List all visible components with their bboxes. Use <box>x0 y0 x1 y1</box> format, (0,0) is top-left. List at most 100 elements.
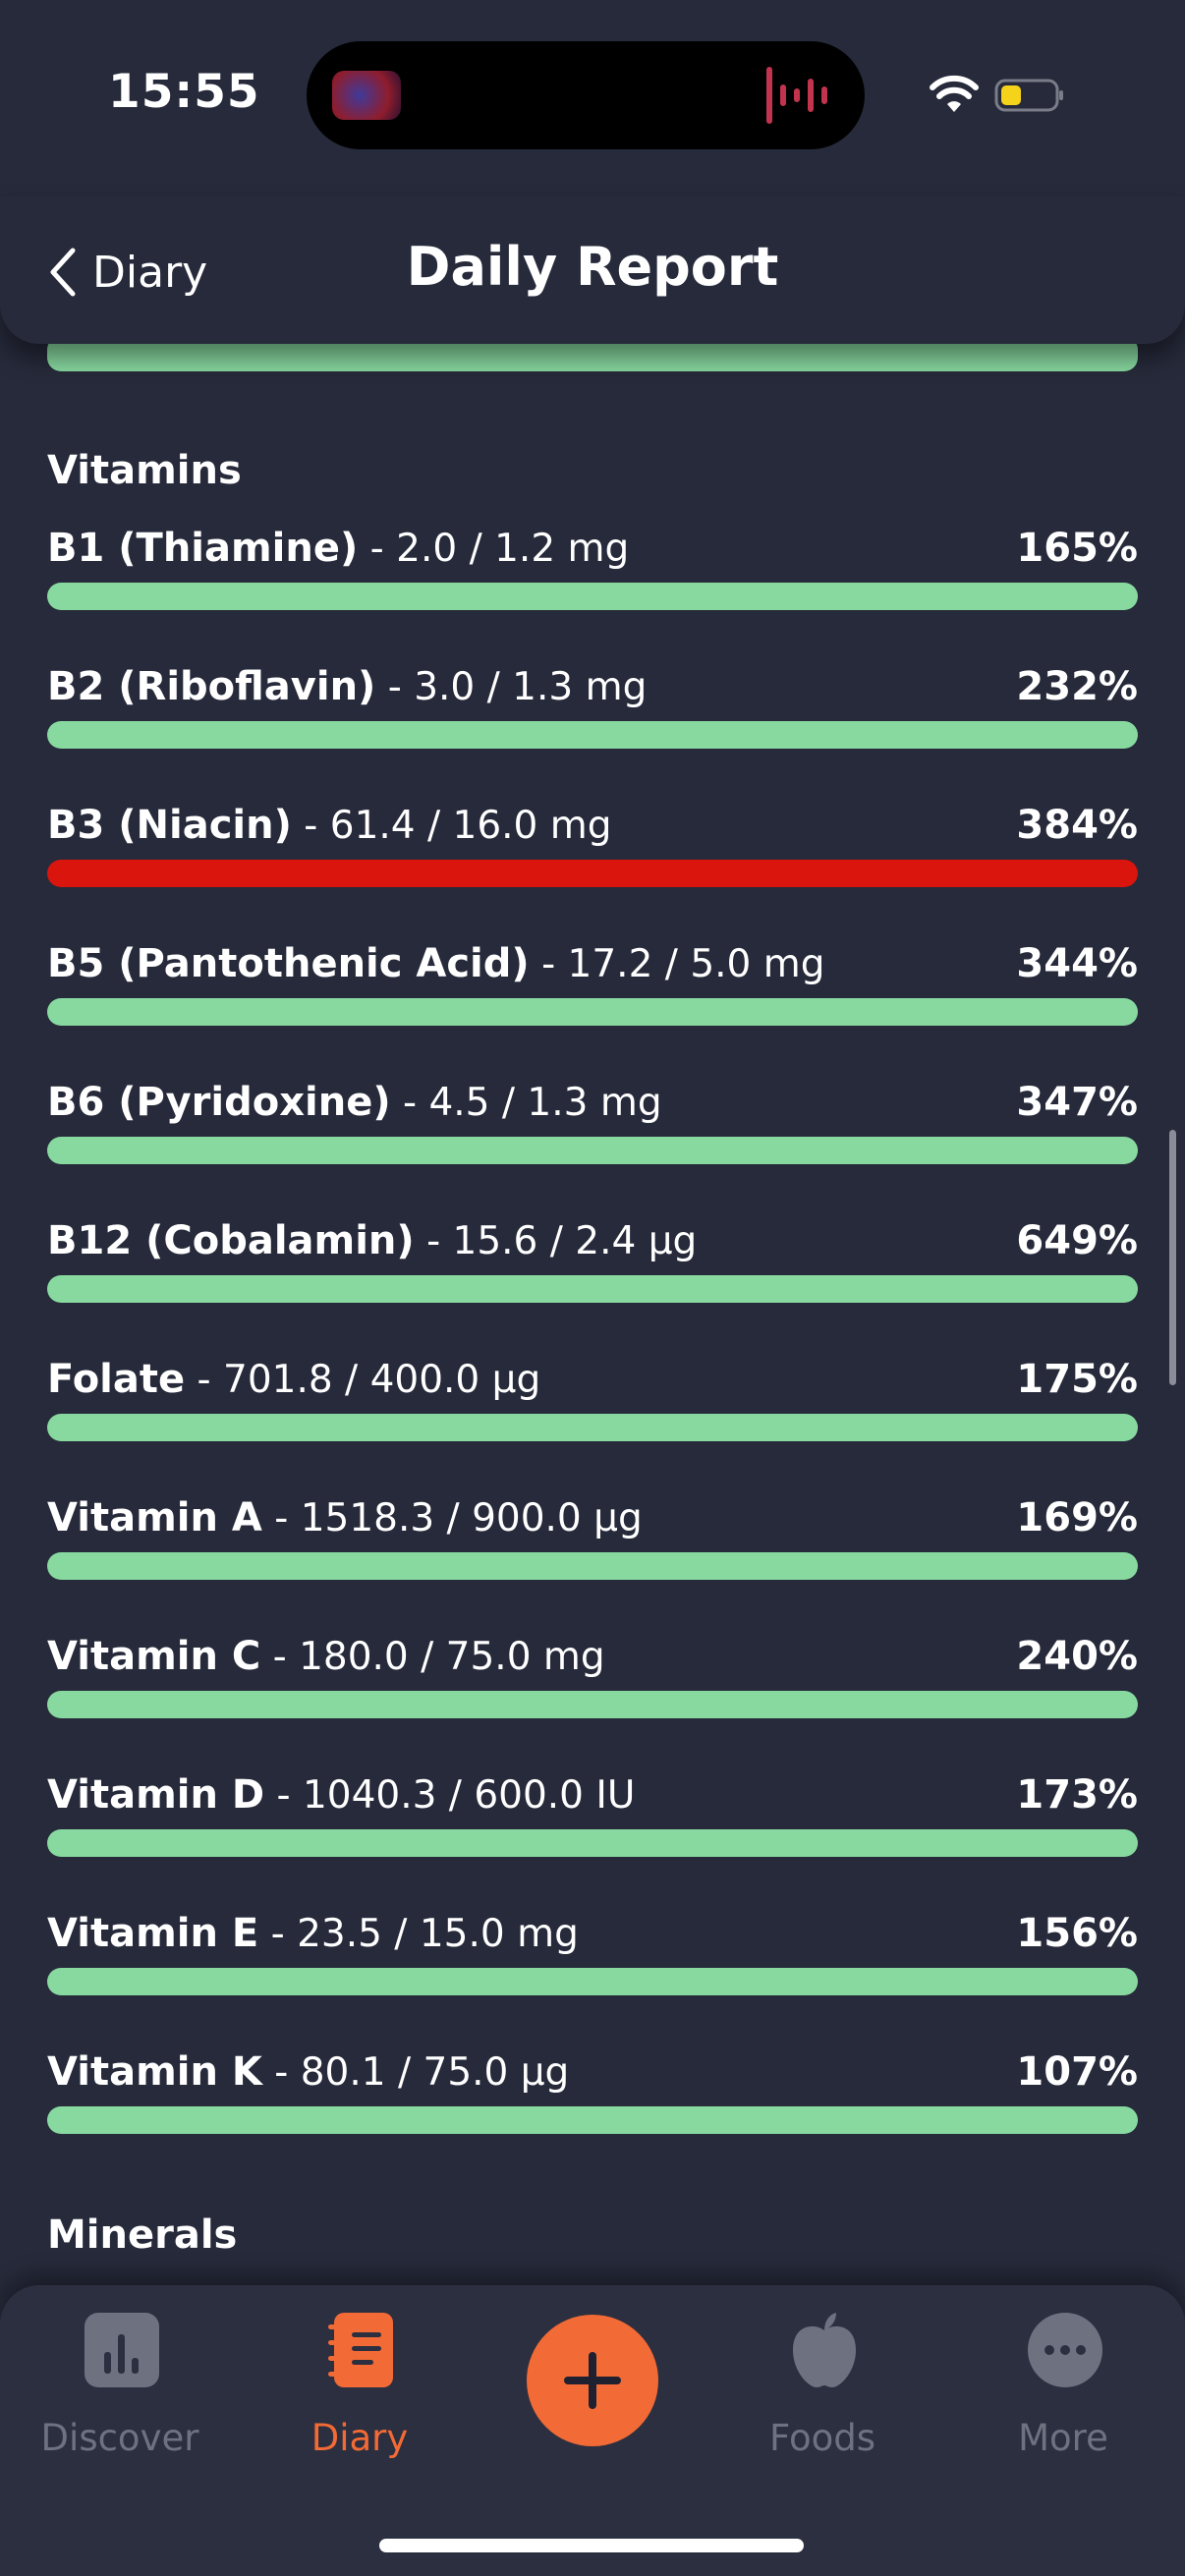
tab-label: Foods <box>768 2417 875 2459</box>
nutrient-progress-bar <box>47 1829 1138 1857</box>
nutrient-progress-bar <box>47 1137 1138 1164</box>
home-indicator[interactable] <box>379 2539 804 2552</box>
nutrient-row[interactable]: Vitamin D - 1040.3 / 600.0 IU 173% <box>47 1772 1138 1880</box>
nutrient-row[interactable]: Vitamin E - 23.5 / 15.0 mg 156% <box>47 1911 1138 2019</box>
section-title-minerals: Minerals <box>47 2212 238 2258</box>
nutrient-name: Vitamin A <box>47 1495 262 1540</box>
tab-label: Discover <box>40 2417 199 2459</box>
nutrient-amount: - 23.5 / 15.0 mg <box>258 1912 579 1956</box>
nutrient-amount: - 1518.3 / 900.0 µg <box>261 1496 643 1540</box>
nutrient-amount: - 2.0 / 1.2 mg <box>358 527 630 571</box>
nutrient-label: B1 (Thiamine) - 2.0 / 1.2 mg <box>47 526 629 571</box>
tab-discover[interactable]: Discover <box>22 2311 218 2459</box>
nutrient-label: B12 (Cobalamin) - 15.6 / 2.4 µg <box>47 1218 697 1263</box>
nutrient-row[interactable]: Vitamin C - 180.0 / 75.0 mg 240% <box>47 1634 1138 1742</box>
plus-icon <box>564 2352 621 2409</box>
nutrient-row[interactable]: B6 (Pyridoxine) - 4.5 / 1.3 mg 347% <box>47 1080 1138 1188</box>
nutrient-label: B6 (Pyridoxine) - 4.5 / 1.3 mg <box>47 1080 662 1125</box>
nutrient-percent: 107% <box>1016 2049 1138 2095</box>
nutrient-amount: - 61.4 / 16.0 mg <box>291 804 612 848</box>
nutrient-name: B5 (Pantothenic Acid) <box>47 941 530 986</box>
nutrient-progress-bar <box>47 1552 1138 1580</box>
nutrient-name: Folate <box>47 1357 186 1402</box>
nutrient-percent: 240% <box>1016 1634 1138 1679</box>
nutrient-label: B2 (Riboflavin) - 3.0 / 1.3 mg <box>47 664 647 709</box>
tab-diary[interactable]: Diary <box>261 2311 458 2459</box>
nutrient-amount: - 80.1 / 75.0 µg <box>261 2050 570 2095</box>
nutrient-amount: - 4.5 / 1.3 mg <box>390 1081 662 1125</box>
tab-label: More <box>1018 2417 1108 2459</box>
nutrient-label: Vitamin C - 180.0 / 75.0 mg <box>47 1634 605 1679</box>
nutrient-amount: - 701.8 / 400.0 µg <box>185 1358 541 1402</box>
nutrient-name: B1 (Thiamine) <box>47 526 359 571</box>
dynamic-island[interactable] <box>307 41 865 149</box>
nutrient-percent: 232% <box>1016 664 1138 709</box>
status-time: 15:55 <box>108 65 260 119</box>
nutrient-progress-bar <box>47 2106 1138 2134</box>
back-button[interactable]: Diary <box>47 238 207 307</box>
now-playing-artwork <box>332 71 401 120</box>
bar-chart-icon <box>85 2313 159 2387</box>
nutrient-percent: 169% <box>1016 1495 1138 1540</box>
nutrient-amount: - 17.2 / 5.0 mg <box>529 942 825 986</box>
nutrient-progress-bar <box>47 1968 1138 1995</box>
nutrient-label: Vitamin K - 80.1 / 75.0 µg <box>47 2049 569 2095</box>
nutrient-label: Vitamin A - 1518.3 / 900.0 µg <box>47 1495 643 1540</box>
nutrient-progress-bar <box>47 721 1138 749</box>
nutrient-progress-bar <box>47 583 1138 610</box>
nutrient-name: Vitamin E <box>47 1911 259 1956</box>
nutrient-percent: 384% <box>1016 803 1138 848</box>
nutrient-row[interactable]: Folate - 701.8 / 400.0 µg 175% <box>47 1357 1138 1465</box>
nutrient-percent: 175% <box>1016 1357 1138 1402</box>
nutrient-row[interactable]: B3 (Niacin) - 61.4 / 16.0 mg 384% <box>47 803 1138 911</box>
nutrient-row[interactable]: B1 (Thiamine) - 2.0 / 1.2 mg 165% <box>47 526 1138 634</box>
scrollbar[interactable] <box>1169 1130 1176 1385</box>
nutrient-amount: - 1040.3 / 600.0 IU <box>264 1773 636 1818</box>
nutrient-label: B5 (Pantothenic Acid) - 17.2 / 5.0 mg <box>47 941 825 986</box>
nutrient-name: Vitamin K <box>47 2049 262 2095</box>
nutrient-label: Vitamin E - 23.5 / 15.0 mg <box>47 1911 579 1956</box>
nutrient-progress-bar <box>47 860 1138 887</box>
section-title-vitamins: Vitamins <box>47 448 242 493</box>
nutrient-name: B2 (Riboflavin) <box>47 664 376 709</box>
apple-icon <box>793 2313 856 2387</box>
add-button[interactable] <box>527 2315 658 2446</box>
battery-icon <box>994 79 1063 112</box>
nutrient-row[interactable]: B5 (Pantothenic Acid) - 17.2 / 5.0 mg 34… <box>47 941 1138 1049</box>
nav-header: Diary Daily Report <box>0 196 1185 344</box>
audio-waveform-icon <box>766 67 827 124</box>
nutrient-name: B3 (Niacin) <box>47 803 292 848</box>
back-label: Diary <box>92 247 208 298</box>
nutrient-row[interactable]: Vitamin A - 1518.3 / 900.0 µg 169% <box>47 1495 1138 1603</box>
nutrient-amount: - 15.6 / 2.4 µg <box>414 1219 698 1263</box>
nutrient-amount: - 3.0 / 1.3 mg <box>375 665 648 709</box>
nutrient-row[interactable]: B2 (Riboflavin) - 3.0 / 1.3 mg 232% <box>47 664 1138 772</box>
nutrient-progress-bar <box>47 998 1138 1026</box>
nutrient-percent: 344% <box>1016 941 1138 986</box>
tab-label: Diary <box>310 2417 409 2459</box>
nutrient-progress-bar <box>47 1414 1138 1441</box>
nutrient-percent: 173% <box>1016 1772 1138 1818</box>
page-title: Daily Report <box>406 236 779 298</box>
nutrient-name: Vitamin D <box>47 1772 265 1818</box>
nutrient-percent: 347% <box>1016 1080 1138 1125</box>
tab-bar: Discover Diary Foods <box>0 2285 1185 2576</box>
nutrient-label: Vitamin D - 1040.3 / 600.0 IU <box>47 1772 635 1818</box>
nutrient-row[interactable]: Vitamin K - 80.1 / 75.0 µg 107% <box>47 2049 1138 2157</box>
more-icon <box>1028 2313 1102 2387</box>
tab-more[interactable]: More <box>965 2311 1161 2459</box>
status-bar: 15:55 <box>0 0 1185 196</box>
nutrient-name: B6 (Pyridoxine) <box>47 1080 391 1125</box>
nutrient-amount: - 180.0 / 75.0 mg <box>260 1635 605 1679</box>
nutrient-name: Vitamin C <box>47 1634 261 1679</box>
wifi-icon <box>930 75 979 112</box>
nutrient-percent: 165% <box>1016 526 1138 571</box>
nutrient-progress-bar <box>47 1275 1138 1303</box>
chevron-left-icon <box>50 248 76 297</box>
nutrient-row[interactable]: B12 (Cobalamin) - 15.6 / 2.4 µg 649% <box>47 1218 1138 1326</box>
nutrient-label: Folate - 701.8 / 400.0 µg <box>47 1357 540 1402</box>
nutrient-label: B3 (Niacin) - 61.4 / 16.0 mg <box>47 803 612 848</box>
notebook-icon <box>328 2313 393 2387</box>
nutrient-percent: 156% <box>1016 1911 1138 1956</box>
tab-foods[interactable]: Foods <box>724 2311 921 2459</box>
